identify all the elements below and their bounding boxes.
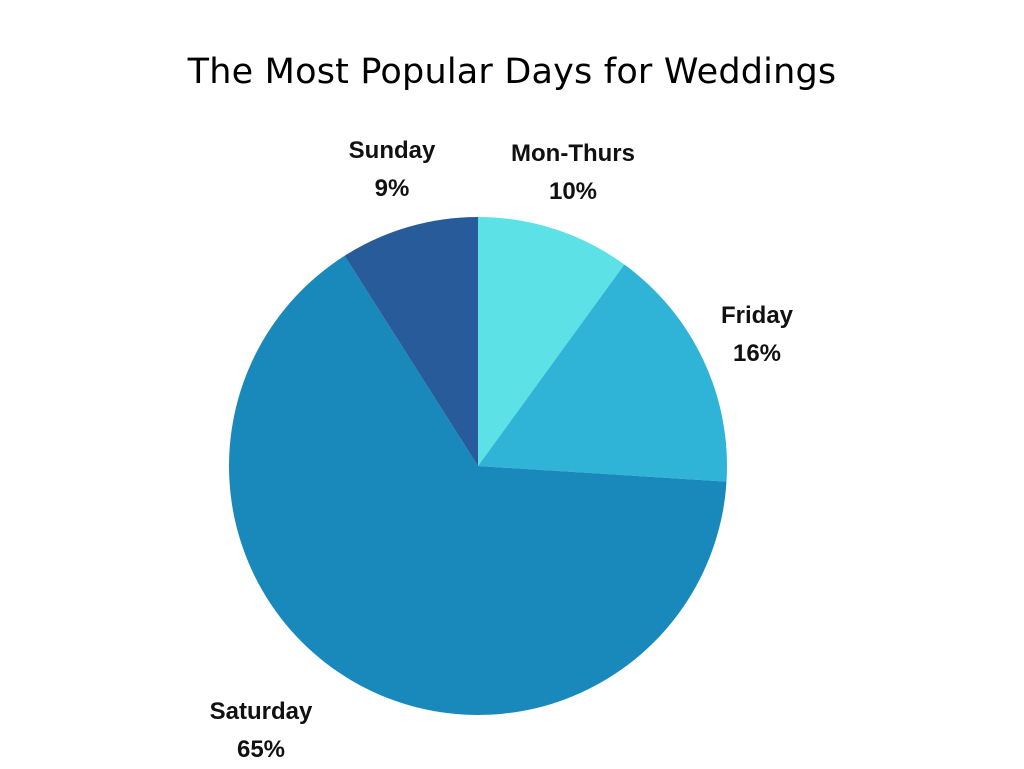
pie-slice-mon-thurs [478,217,625,466]
slice-category-label: Saturday [209,698,313,725]
slice-category-label: Sunday [348,137,436,164]
pie-slices [229,217,728,715]
slice-value-label: 65% [236,736,286,763]
slice-value-label: 9% [374,175,410,202]
chart-title: The Most Popular Days for Weddings [187,52,837,92]
slice-label-saturday: Saturday 65% [210,693,313,769]
slice-category-label: Friday [720,302,794,329]
slice-value-label: 16% [732,340,782,367]
pie-slice-friday [478,264,728,482]
slice-label-friday: Friday 16% [721,297,793,373]
slice-value-label: 10% [548,178,598,205]
pie-slice-saturday [229,255,727,715]
slice-label-sunday: Sunday 9% [349,132,436,208]
pie-slice-sunday [344,217,478,466]
slice-label-mon-thurs: Mon-Thurs 10% [511,135,635,211]
slice-category-label: Mon-Thurs [511,140,635,167]
